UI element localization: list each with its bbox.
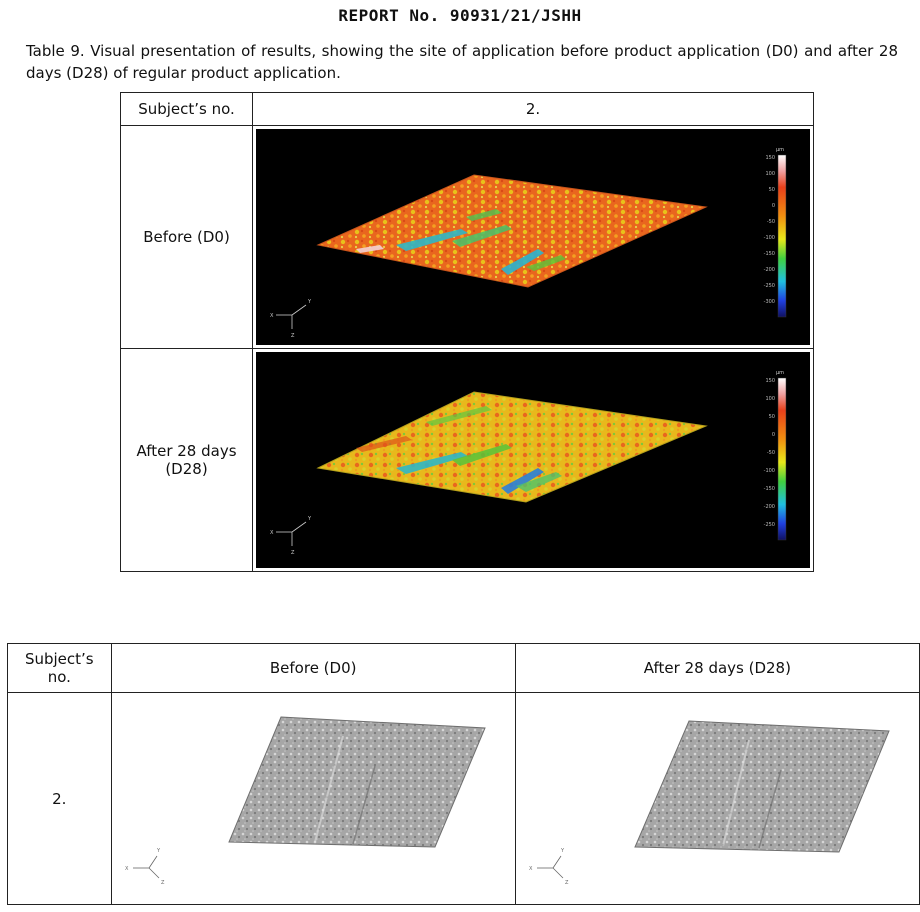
gray-surface-before: X Y Z xyxy=(125,716,486,886)
grayscale-profile-before: X Y Z xyxy=(113,696,513,901)
axis-label-z: Z xyxy=(565,880,569,886)
subject-header-cell-2: Subject’s no. xyxy=(7,643,112,693)
column-header-after: After 28 days (D28) xyxy=(514,643,920,693)
table-caption: Table 9. Visual presentation of results,… xyxy=(26,42,898,82)
scale-tick: 100 xyxy=(765,171,775,177)
scale-tick: -250 xyxy=(764,522,775,528)
subject-number-cell-2: 2. xyxy=(7,692,112,905)
axis-triad-after: X Y Z xyxy=(270,516,312,556)
report-title: REPORT No. 90931/21/JSHH xyxy=(338,6,582,25)
axis-triad-before: X Y Z xyxy=(270,299,312,339)
profile-surface-after: µm 150 100 50 0 -50 -100 -150 -200 -250 xyxy=(270,370,787,556)
subject-number-cell: 2. xyxy=(252,92,814,126)
scale-tick: -150 xyxy=(764,486,775,492)
row-label-after: After 28 days (D28) xyxy=(120,348,253,572)
axis-label-z: Z xyxy=(291,550,295,556)
scale-tick: 100 xyxy=(765,396,775,402)
scale-unit-before: µm xyxy=(776,147,784,153)
color-scale-bar-before xyxy=(777,154,787,318)
scale-tick: 50 xyxy=(769,187,775,193)
scale-tick: -100 xyxy=(764,468,775,474)
scale-ticks-before: 150 100 50 0 -50 -100 -150 -200 -250 -30… xyxy=(764,155,775,305)
axis-label-x: X xyxy=(270,530,274,536)
scale-unit-after: µm xyxy=(776,370,784,376)
scale-tick: -50 xyxy=(767,219,775,225)
subject-header-cell: Subject’s no. xyxy=(120,92,253,126)
scale-tick: -300 xyxy=(764,299,775,305)
grayscale-profile-table: Subject’s no. Before (D0) After 28 days … xyxy=(7,643,920,905)
scale-tick: 150 xyxy=(765,155,775,161)
axis-label-z: Z xyxy=(291,333,295,339)
axis-label-y: Y xyxy=(307,299,312,305)
column-header-before: Before (D0) xyxy=(110,643,516,693)
scale-tick: -150 xyxy=(764,251,775,257)
color-3d-profile-before: µm 150 100 50 0 -50 -100 -150 -200 -250 … xyxy=(256,129,810,345)
row-label-before: Before (D0) xyxy=(120,125,253,349)
axis-label-y: Y xyxy=(307,516,312,522)
scale-tick: -200 xyxy=(764,267,775,273)
scale-tick: 0 xyxy=(772,432,775,438)
grayscale-profile-after: X Y Z xyxy=(517,696,917,901)
scale-tick: 0 xyxy=(772,203,775,209)
profile-surface-before: µm 150 100 50 0 -50 -100 -150 -200 -250 … xyxy=(270,147,787,339)
scale-tick: -100 xyxy=(764,235,775,241)
gray-surface-after: X Y Z xyxy=(529,720,891,886)
axis-triad-gray-before: X Y Z xyxy=(125,848,165,886)
scale-ticks-after: 150 100 50 0 -50 -100 -150 -200 -250 xyxy=(764,378,775,528)
axis-label-x: X xyxy=(270,313,274,319)
scale-tick: -200 xyxy=(764,504,775,510)
scale-tick: -250 xyxy=(764,283,775,289)
color-3d-profile-after: µm 150 100 50 0 -50 -100 -150 -200 -250 xyxy=(256,352,810,568)
axis-label-x: X xyxy=(529,866,533,872)
color-scale-bar-after xyxy=(777,377,787,541)
axis-label-y: Y xyxy=(156,848,161,854)
scale-tick: 150 xyxy=(765,378,775,384)
color-profile-table: Subject’s no. 2. Before (D0) xyxy=(120,92,814,572)
axis-label-x: X xyxy=(125,866,129,872)
axis-label-z: Z xyxy=(161,880,165,886)
axis-label-y: Y xyxy=(560,848,565,854)
scale-tick: -50 xyxy=(767,450,775,456)
axis-triad-gray-after: X Y Z xyxy=(529,848,569,886)
scale-tick: 50 xyxy=(769,414,775,420)
